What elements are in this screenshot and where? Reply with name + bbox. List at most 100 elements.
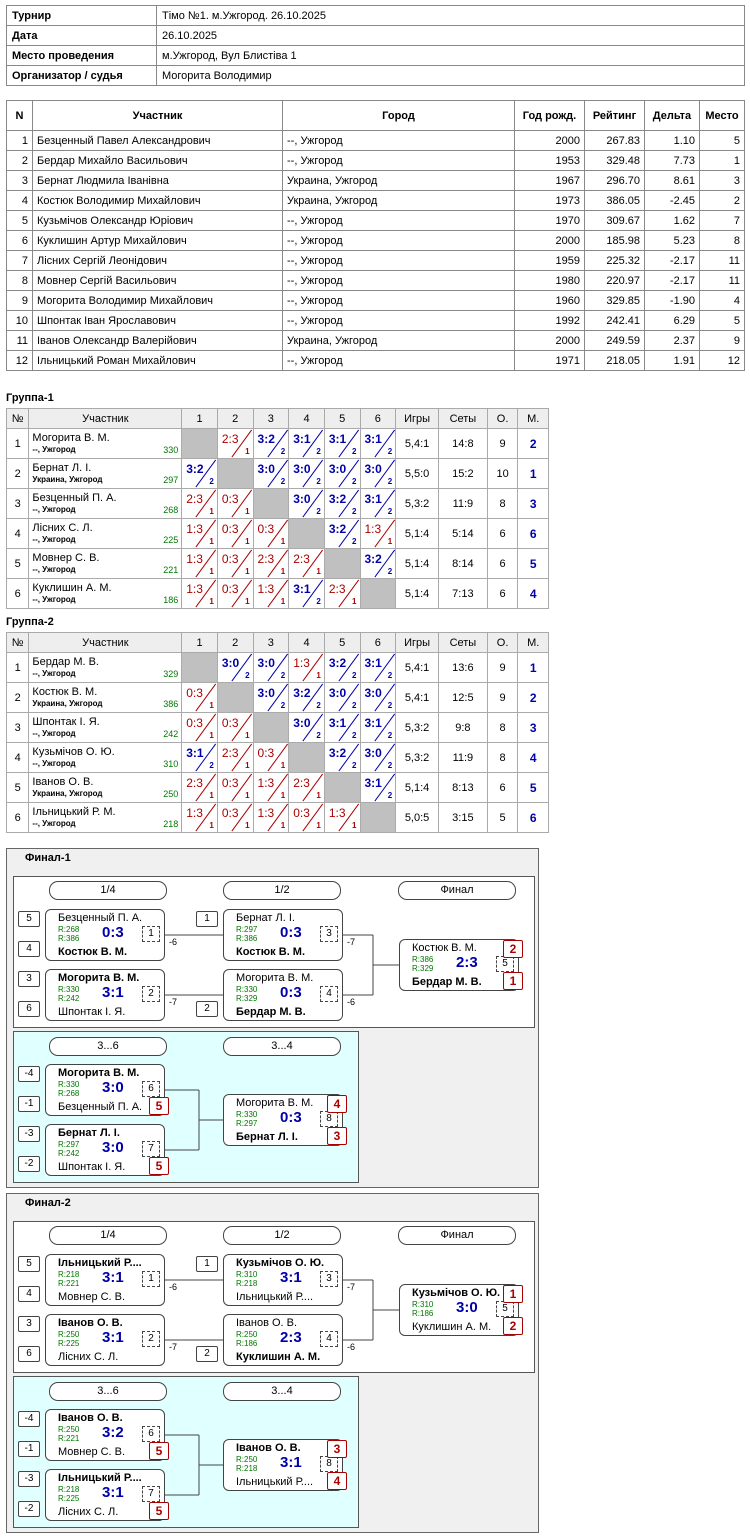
player-name: Бернат Л. І. [32, 461, 92, 474]
group-result-cell: 3:0 2 [359, 458, 397, 489]
player-name: Могорита В. М. [32, 431, 110, 444]
group-player: Ільницький Р. М. 218 --, Ужгород [28, 802, 183, 833]
match-score: 2:3 [186, 492, 203, 506]
participants-header: Участник [32, 100, 283, 131]
participant-cell: 2 [699, 190, 745, 211]
participant-row: 8 Мовнер Сергій Васильович --, Ужгород 1980… [6, 270, 745, 291]
match-score: 2:3 [186, 776, 203, 790]
match-rating-1: R:250 [58, 1330, 80, 1339]
player-rating: 330 [163, 444, 179, 455]
match-number: 5 [496, 1301, 514, 1317]
group-result-cell: 2:3 1 [181, 772, 218, 803]
group-header: 3 [252, 632, 290, 653]
participant-cell: 1967 [514, 170, 585, 191]
group-games: 5,4:1 [395, 682, 439, 713]
group-2-title: Группа-2 [6, 616, 54, 628]
match-player-2: Шпонтак І. Я. [58, 1006, 126, 1018]
group-row: 6 Ільницький Р. М. 218 --, Ужгород 1:3 1 0:3 1 1… [5, 802, 549, 833]
match-points: 1 [280, 597, 286, 606]
bracket-match: Могорита В. М. R:330 R:297 0:3 8 Бернат Л. І. [223, 1094, 343, 1146]
match-score: 3:2 [328, 492, 347, 506]
participant-cell: Кузьмічов Олександр Юріович [32, 210, 283, 231]
match-rating-2: R:221 [58, 1279, 80, 1288]
group-place: 5 [517, 772, 549, 803]
bracket-match: Костюк В. М. R:386 R:329 2:3 5 Бердар М. В. [399, 939, 519, 991]
player-rating: 268 [163, 504, 179, 515]
round-header: 3...4 [223, 1382, 341, 1401]
match-score: 3:2 [364, 552, 382, 566]
round-header: Финал [398, 881, 516, 900]
match-rating-2: R:242 [58, 994, 80, 1003]
match-rating-1: R:218 [58, 1485, 80, 1494]
player-name: Іванов О. В. [32, 775, 94, 788]
group-header: 5 [323, 632, 361, 653]
group-points: 8 [486, 488, 519, 519]
group-row-number: 3 [5, 488, 30, 519]
player-city-line: 218 --, Ужгород [32, 818, 178, 830]
seed-1: 1 [196, 1256, 218, 1272]
match-number: 1 [142, 926, 160, 942]
group-result-cell: 3:0 2 [252, 652, 290, 683]
player-name: Костюк В. М. [32, 685, 98, 698]
participant-cell: 4 [699, 290, 745, 311]
match-player-1: Могорита В. М. [58, 1067, 140, 1079]
seed-2: -1 [18, 1441, 40, 1457]
match-player-1: Кузьмічов О. Ю. [236, 1257, 325, 1269]
match-score: 1:3 [186, 582, 203, 596]
participant-cell: 1992 [514, 310, 585, 331]
group-place: 3 [517, 488, 549, 519]
participant-cell: 8 [699, 230, 745, 251]
match-points: 2 [245, 671, 250, 680]
match-score: 3:1 [186, 746, 204, 760]
match-rating-1: R:330 [236, 1110, 258, 1119]
group-place: 2 [517, 428, 549, 459]
seed-1: -3 [18, 1126, 40, 1142]
participant-cell: --, Ужгород [282, 230, 515, 251]
participant-cell: 1960 [514, 290, 585, 311]
match-player-1: Могорита В. М. [236, 1097, 314, 1109]
participants-header: Место [699, 100, 745, 131]
group-result-cell: 1:3 1 [181, 548, 218, 579]
group-header: М. [517, 408, 549, 429]
participant-cell: 9 [699, 330, 745, 351]
player-name: Кузьмічов О. Ю. [32, 745, 115, 758]
participants-table: N Участник Город Год рожд. Рейтинг Дельта Мест… [6, 100, 745, 371]
match-points: 1 [209, 821, 214, 830]
participant-cell: 2 [6, 150, 33, 171]
match-player-1: Іванов О. В. [236, 1442, 301, 1454]
participant-row: 1 Безценный Павел Александрович --, Ужгоро… [6, 130, 745, 151]
match-rating-2: R:242 [58, 1149, 80, 1158]
match-score: 0:3 [221, 492, 239, 506]
group-header: Сеты [437, 408, 488, 429]
match-score: 3:1 [280, 1454, 302, 1471]
match-points: 1 [245, 507, 250, 516]
round-header: 3...4 [223, 1037, 341, 1056]
group-result-cell: 1:3 1 [252, 578, 290, 609]
participants-header: Дельта [644, 100, 700, 131]
match-score: 0:3 [186, 686, 203, 700]
group-result-cell: 1:3 1 [323, 802, 361, 833]
match-number: 6 [142, 1426, 160, 1442]
participants-header: Рейтинг [584, 100, 645, 131]
match-score: 3:2 [186, 462, 204, 476]
group-result-cell: 1:3 1 [181, 578, 218, 609]
group-header: 4 [288, 632, 325, 653]
seed-2: 2 [196, 1346, 218, 1362]
match-player-2: Безценный П. А. [58, 1101, 143, 1113]
participant-cell: Костюк Володимир Михайлович [32, 190, 283, 211]
bracket-match: Кузьмічов О. Ю. R:310 R:218 3:1 3 Ільницький … [223, 1254, 343, 1306]
match-number: 2 [142, 986, 160, 1002]
match-score: 0:3 [102, 924, 124, 941]
match-player-2: Бердар М. В. [236, 1006, 306, 1018]
participant-row: 10 Шпонтак Іван Ярославович --, Ужгород 199… [6, 310, 745, 331]
final-place-2: 2 [503, 1317, 523, 1335]
group-place: 3 [517, 712, 549, 743]
group-games: 5,4:1 [395, 652, 439, 683]
match-points: 1 [245, 791, 250, 800]
player-city-line: 186 --, Ужгород [32, 594, 178, 606]
match-number: 3 [320, 1271, 338, 1287]
match-rating-2: R:186 [236, 1339, 258, 1348]
group-sets: 9:8 [437, 712, 488, 743]
group-diagonal-cell [359, 802, 397, 833]
player-city: --, Ужгород [32, 728, 76, 738]
